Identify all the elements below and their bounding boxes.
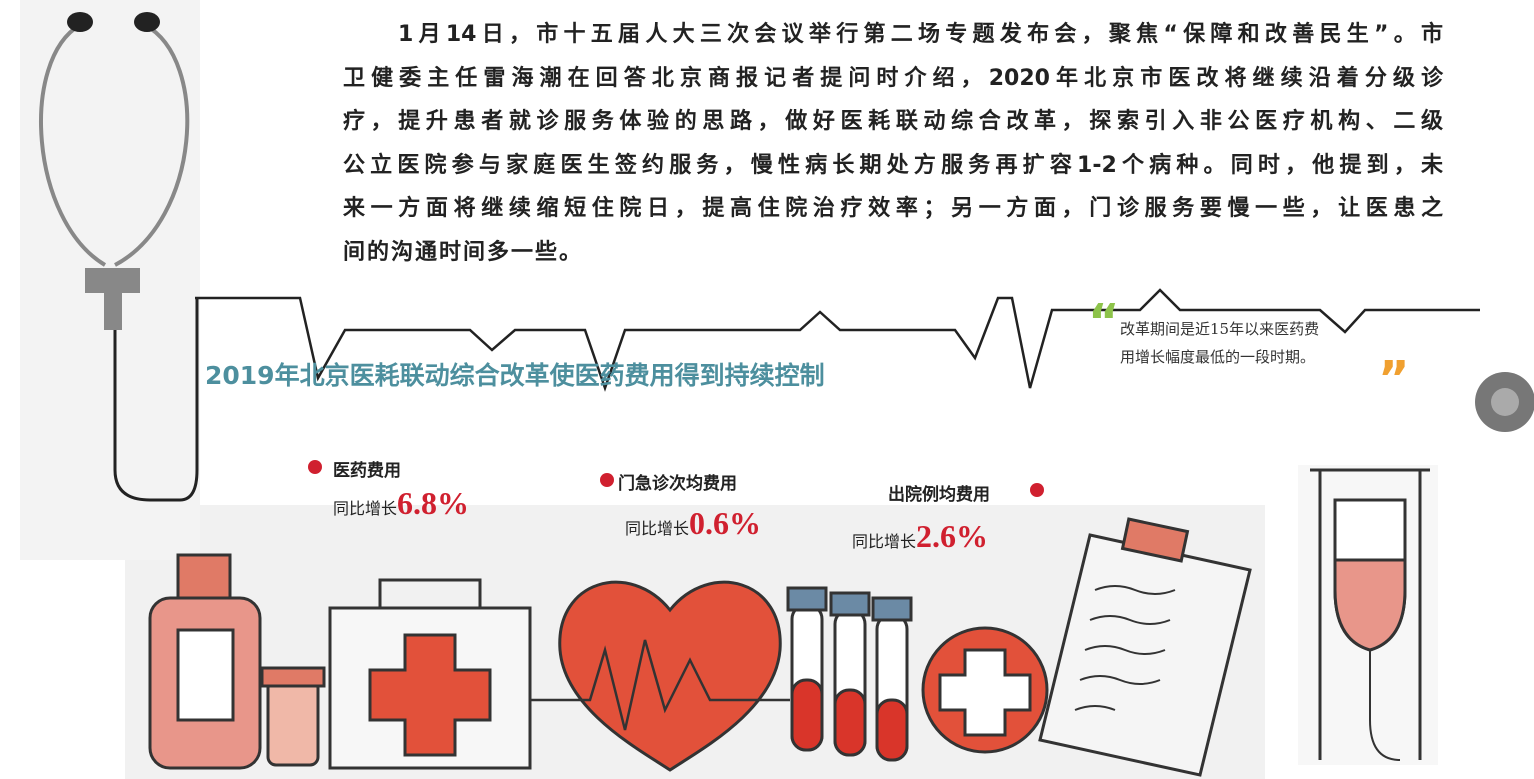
dot xyxy=(1030,483,1044,497)
article-line: 间的沟通时间多一些。 xyxy=(343,234,583,266)
chestpiece xyxy=(1491,388,1519,416)
stat: 同比增长2.6% xyxy=(852,518,988,555)
stat-value: 6.8% xyxy=(397,485,469,521)
graphic-title: 2019年北京医耗联动综合改革使医药费用得到持续控制 xyxy=(205,356,825,392)
stethoscope-joint xyxy=(85,268,140,293)
stat-prefix: 同比增长 xyxy=(852,532,916,551)
stat-label: 出院例均费用 xyxy=(888,480,990,505)
quote-mark-close: ” xyxy=(1378,351,1410,407)
iv-bag xyxy=(1298,465,1438,765)
stethoscope-joint xyxy=(104,290,122,330)
earpiece xyxy=(67,12,93,32)
stat: 同比增长0.6% xyxy=(625,505,761,542)
article-line: 疗，提升患者就诊服务体验的思路，做好医耗联动综合改革，探索引入非公医疗机构、二级 xyxy=(343,103,1443,135)
stat-value: 0.6% xyxy=(689,505,761,541)
quote-mark-open: “ xyxy=(1088,294,1120,350)
quote-line: 改革期间是近15年以来医药费 xyxy=(1120,318,1319,339)
stat-label: 门急诊次均费用 xyxy=(618,469,737,494)
page: “ ” 1月14日，市十五届人大三次会议举行第二场专题发布会，聚焦“保障和改善民… xyxy=(0,0,1534,779)
stat-value: 2.6% xyxy=(916,518,988,554)
article-line: 来一方面将继续缩短住院日，提高住院治疗效率；另一方面，门诊服务要慢一些，让医患之 xyxy=(343,190,1443,222)
stat-prefix: 同比增长 xyxy=(625,519,689,538)
article-line: 卫健委主任雷海潮在回答北京商报记者提问时介绍，2020年北京市医改将继续沿着分级… xyxy=(343,60,1443,92)
test-tubes xyxy=(788,588,911,760)
stat-prefix: 同比增长 xyxy=(333,499,397,518)
first-aid-kit xyxy=(330,580,530,768)
earpiece xyxy=(134,12,160,32)
cross-circle xyxy=(923,628,1047,752)
stat-label: 医药费用 xyxy=(333,456,401,481)
article-line: 公立医院参与家庭医生签约服务，慢性病长期处方服务再扩容1-2个病种。同时，他提到… xyxy=(343,147,1443,179)
dot xyxy=(308,460,322,474)
stat: 同比增长6.8% xyxy=(333,485,469,522)
dot xyxy=(600,473,614,487)
article-line: 1月14日，市十五届人大三次会议举行第二场专题发布会，聚焦“保障和改善民生”。市 xyxy=(398,16,1443,48)
quote-line: 用增长幅度最低的一段时期。 xyxy=(1120,346,1315,367)
